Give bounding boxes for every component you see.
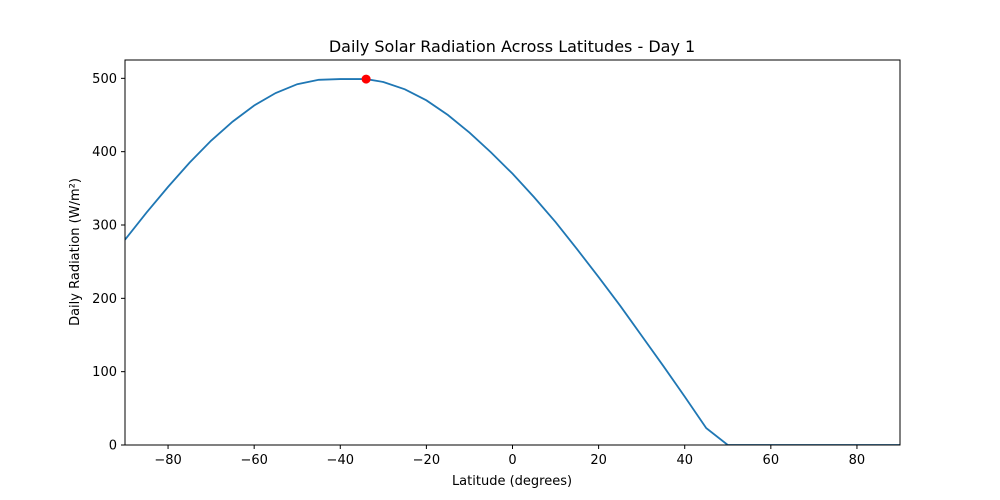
x-tick-label: 0	[508, 453, 516, 468]
x-tick-label: −60	[240, 453, 267, 468]
x-tick-label: 20	[590, 453, 607, 468]
y-axis-label: Daily Radiation (W/m²)	[68, 178, 83, 326]
x-tick-label: 40	[676, 453, 693, 468]
plot-area	[125, 74, 900, 445]
x-tick-label: 80	[849, 453, 866, 468]
series-line-0	[125, 78, 900, 445]
x-axis-label: Latitude (degrees)	[452, 474, 572, 489]
x-axis: −80 −60 −40 −20 0 20 40 60 80	[154, 445, 865, 468]
y-tick-label: 300	[92, 219, 117, 234]
chart-title: Daily Solar Radiation Across Latitudes -…	[329, 37, 695, 56]
y-tick-label: 200	[92, 292, 117, 307]
x-tick-label: −40	[327, 453, 354, 468]
x-tick-label: −80	[154, 453, 181, 468]
y-tick-label: 100	[92, 365, 117, 380]
plot-frame	[124, 59, 901, 446]
y-axis: 0 100 200 300 400 500	[92, 72, 125, 454]
y-tick-label: 500	[92, 72, 117, 87]
x-tick-label: −20	[413, 453, 440, 468]
y-tick-label: 0	[109, 439, 117, 454]
y-tick-label: 400	[92, 145, 117, 160]
max-radiation-point	[361, 74, 371, 84]
x-tick-label: 60	[763, 453, 780, 468]
